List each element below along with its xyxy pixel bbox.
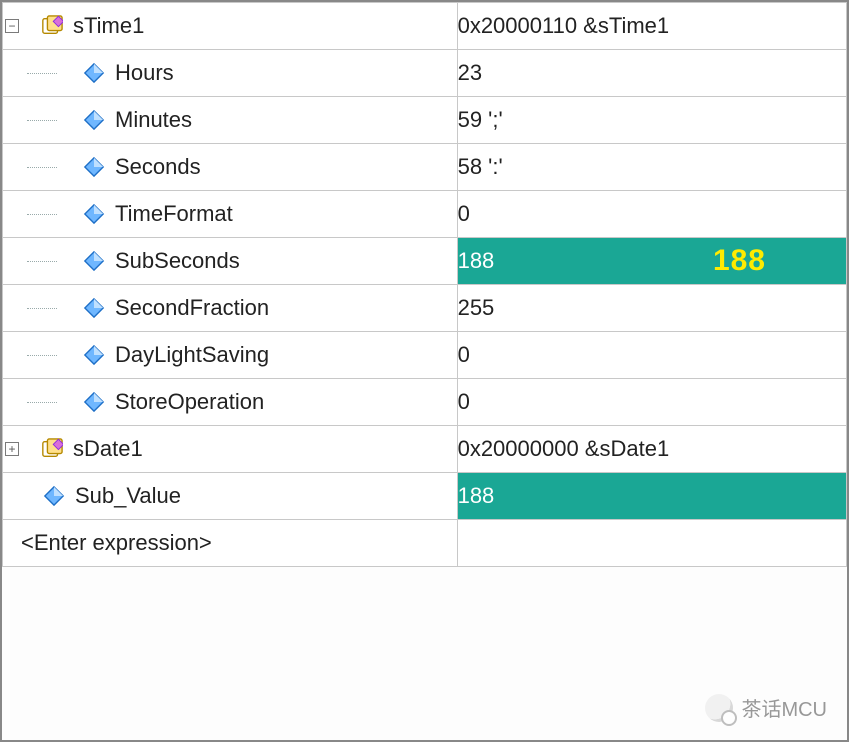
expand-toggle[interactable]: +	[5, 442, 19, 456]
row-name: Minutes	[115, 107, 192, 133]
watch-window: − sTime1 0x20000110 &sTime1 Hours 23 Minutes 5…	[0, 0, 849, 742]
row-name: sDate1	[73, 436, 143, 462]
table-row[interactable]: TimeFormat 0	[3, 191, 847, 238]
row-name: Hours	[115, 60, 174, 86]
struct-icon	[41, 15, 63, 37]
row-value[interactable]: 0x20000000 &sDate1	[457, 426, 846, 473]
table-row[interactable]: SubSeconds 188188	[3, 238, 847, 285]
row-value[interactable]	[457, 520, 846, 567]
highlight-overlay: 188	[713, 238, 766, 284]
table-row[interactable]: Sub_Value 188	[3, 473, 847, 520]
struct-icon	[41, 438, 63, 460]
row-name: SubSeconds	[115, 248, 240, 274]
field-icon	[83, 250, 105, 272]
row-value[interactable]: 0	[457, 332, 846, 379]
table-row[interactable]: SecondFraction 255	[3, 285, 847, 332]
row-value[interactable]: 58 ':'	[457, 144, 846, 191]
field-icon	[83, 391, 105, 413]
row-name: StoreOperation	[115, 389, 264, 415]
table-row[interactable]: Minutes 59 ';'	[3, 97, 847, 144]
table-row[interactable]: + sDate1 0x20000000 &sDate1	[3, 426, 847, 473]
collapse-toggle[interactable]: −	[5, 19, 19, 33]
watermark: 茶话MCU	[705, 693, 827, 722]
table-row[interactable]: − sTime1 0x20000110 &sTime1	[3, 3, 847, 50]
field-icon	[83, 109, 105, 131]
row-value[interactable]: 0	[457, 379, 846, 426]
field-icon	[83, 344, 105, 366]
field-icon	[43, 485, 65, 507]
field-icon	[83, 156, 105, 178]
row-name: SecondFraction	[115, 295, 269, 321]
row-value[interactable]: 59 ';'	[457, 97, 846, 144]
row-value[interactable]: 188188	[457, 238, 846, 285]
table-row[interactable]: Seconds 58 ':'	[3, 144, 847, 191]
enter-expression-placeholder[interactable]: <Enter expression>	[21, 530, 212, 556]
row-name: Seconds	[115, 154, 201, 180]
row-name: DayLightSaving	[115, 342, 269, 368]
field-icon	[83, 203, 105, 225]
field-icon	[83, 62, 105, 84]
table-row[interactable]: DayLightSaving 0	[3, 332, 847, 379]
row-name: TimeFormat	[115, 201, 233, 227]
table-row[interactable]: <Enter expression>	[3, 520, 847, 567]
row-value[interactable]: 0x20000110 &sTime1	[457, 3, 846, 50]
row-value[interactable]: 23	[457, 50, 846, 97]
row-value[interactable]: 188	[457, 473, 846, 520]
watch-table: − sTime1 0x20000110 &sTime1 Hours 23 Minutes 5…	[2, 2, 847, 567]
row-name: Sub_Value	[75, 483, 181, 509]
table-row[interactable]: Hours 23	[3, 50, 847, 97]
row-value[interactable]: 0	[457, 191, 846, 238]
watermark-icon	[705, 694, 733, 722]
row-name: sTime1	[73, 13, 144, 39]
table-row[interactable]: StoreOperation 0	[3, 379, 847, 426]
row-value[interactable]: 255	[457, 285, 846, 332]
watermark-text: 茶话MCU	[741, 693, 827, 722]
field-icon	[83, 297, 105, 319]
